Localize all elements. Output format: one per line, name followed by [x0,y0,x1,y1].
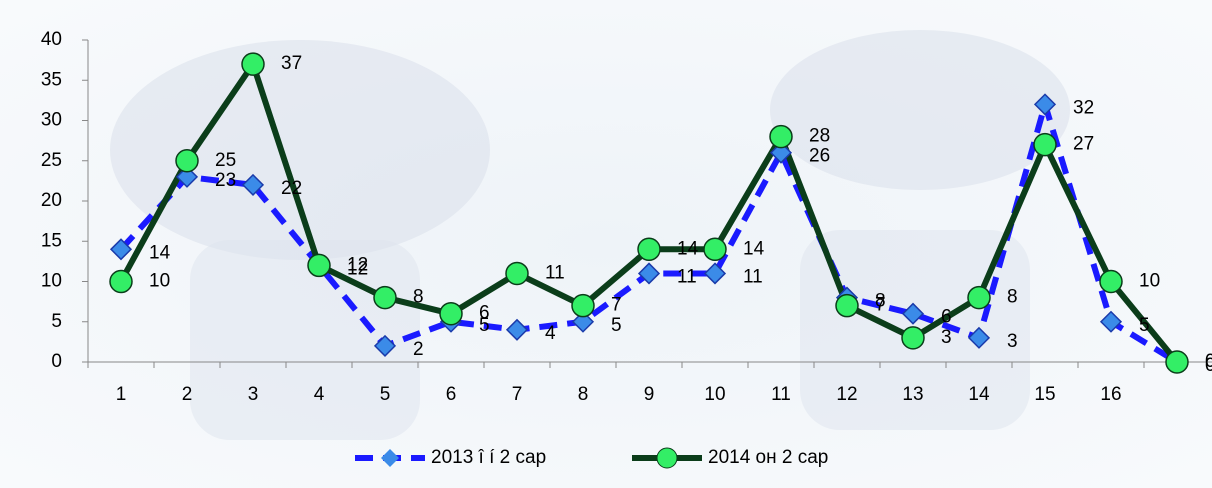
data-label: 2 [413,339,424,360]
y-tick-label: 10 [41,271,62,292]
data-label: 5 [1139,315,1150,336]
marker [242,53,264,75]
y-tick-label: 25 [41,150,62,171]
data-label: 12 [347,254,368,275]
x-tick-label: 16 [1100,384,1121,405]
data-label: 8 [1007,287,1018,308]
data-label: 11 [743,266,763,287]
x-tick-label: 12 [836,384,857,405]
marker [506,262,528,284]
marker [836,295,858,317]
data-label: 14 [149,242,171,263]
marker [770,126,792,148]
x-tick-label: 2 [182,384,193,405]
y-tick-label: 35 [41,69,62,90]
y-tick-label: 15 [41,230,62,251]
marker [440,303,462,325]
marker [638,238,660,260]
data-label: 14 [677,238,699,259]
x-tick-label: 13 [902,384,923,405]
x-tick-label: 6 [446,384,457,405]
data-label: 23 [215,170,236,191]
x-tick-label: 15 [1034,384,1055,405]
data-label: 7 [875,295,886,316]
data-label: 6 [941,307,952,328]
data-label: 4 [545,323,556,344]
x-tick-label: 7 [512,384,523,405]
data-label: 32 [1073,97,1094,118]
data-label: 7 [611,295,622,316]
marker [968,287,990,309]
y-tick-label: 5 [51,311,62,332]
data-label: 11 [677,266,697,287]
legend-label: 2013 î í 2 сар [431,447,546,468]
y-tick-label: 40 [41,29,62,50]
data-label: 37 [281,53,302,74]
marker [308,254,330,276]
marker [704,238,726,260]
marker [1166,351,1188,373]
x-tick-label: 1 [116,384,127,405]
marker [110,271,132,293]
marker [902,327,924,349]
data-label: 11 [545,262,565,283]
data-label: 10 [1139,271,1160,292]
x-tick-label: 10 [704,384,725,405]
marker [1034,134,1056,156]
x-tick-label: 11 [771,384,791,405]
x-tick-label: 14 [968,384,990,405]
data-label: 26 [809,146,830,167]
data-label: 3 [941,327,952,348]
data-label: 5 [611,315,622,336]
data-label: 10 [149,271,170,292]
data-label: 25 [215,150,236,171]
chart: 0510152025303540123456789101112131415161… [0,0,1212,488]
data-label: 0 [1205,351,1212,372]
marker [1100,271,1122,293]
y-tick-label: 30 [41,110,62,131]
x-tick-label: 8 [578,384,589,405]
data-label: 28 [809,126,830,147]
y-tick-label: 0 [51,351,62,372]
data-label: 27 [1073,134,1094,155]
data-label: 14 [743,238,765,259]
x-tick-label: 3 [248,384,259,405]
marker [176,150,198,172]
legend-marker [657,448,677,468]
marker [374,287,396,309]
x-tick-label: 9 [644,384,655,405]
data-label: 3 [1007,331,1018,352]
data-label: 8 [413,287,424,308]
y-tick-label: 20 [41,190,62,211]
data-label: 6 [479,303,490,324]
legend-label: 2014 он 2 сар [708,447,828,468]
x-tick-label: 5 [380,384,391,405]
marker [572,295,594,317]
data-label: 22 [281,178,302,199]
x-tick-label: 4 [314,384,325,405]
